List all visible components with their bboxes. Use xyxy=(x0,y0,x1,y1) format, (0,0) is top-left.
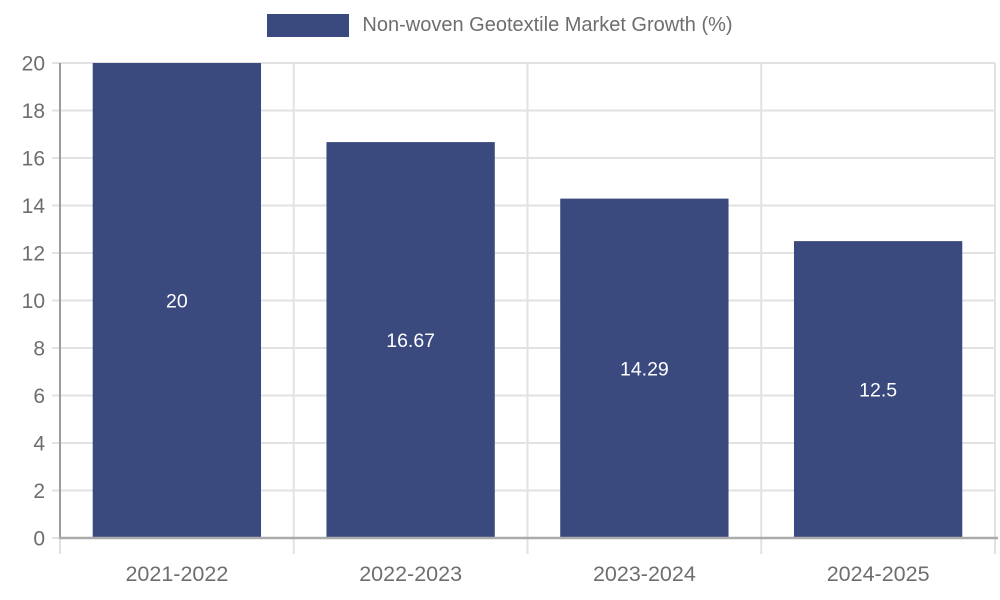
y-tick-label: 4 xyxy=(33,433,45,456)
bar-value-label: 16.67 xyxy=(386,330,435,352)
bar xyxy=(793,241,963,538)
x-tick-label: 2022-2023 xyxy=(359,562,462,586)
bar-value-label: 14.29 xyxy=(620,358,669,380)
y-tick-label: 2 xyxy=(33,480,45,503)
bar-value-label: 20 xyxy=(166,291,188,313)
bar-value-label: 12.5 xyxy=(859,380,897,402)
legend-swatch xyxy=(267,14,350,37)
x-tick-label: 2023-2024 xyxy=(593,562,696,586)
bar xyxy=(92,63,262,538)
x-tick-label: 2024-2025 xyxy=(827,562,930,586)
y-tick-label: 18 xyxy=(22,100,45,123)
x-tick-label: 2021-2022 xyxy=(125,562,228,586)
bar xyxy=(326,142,495,538)
y-tick-label: 20 xyxy=(22,53,45,76)
y-tick-label: 6 xyxy=(33,385,45,408)
y-tick-label: 12 xyxy=(22,243,45,266)
y-tick-label: 10 xyxy=(22,290,45,313)
legend-label: Non-woven Geotextile Market Growth (%) xyxy=(362,14,733,36)
y-tick-label: 0 xyxy=(33,528,45,551)
y-tick-label: 16 xyxy=(22,148,45,171)
legend: Non-woven Geotextile Market Growth (%) xyxy=(0,14,1000,37)
y-tick-label: 14 xyxy=(22,195,46,218)
bar xyxy=(560,198,729,539)
y-tick-label: 8 xyxy=(33,338,45,361)
